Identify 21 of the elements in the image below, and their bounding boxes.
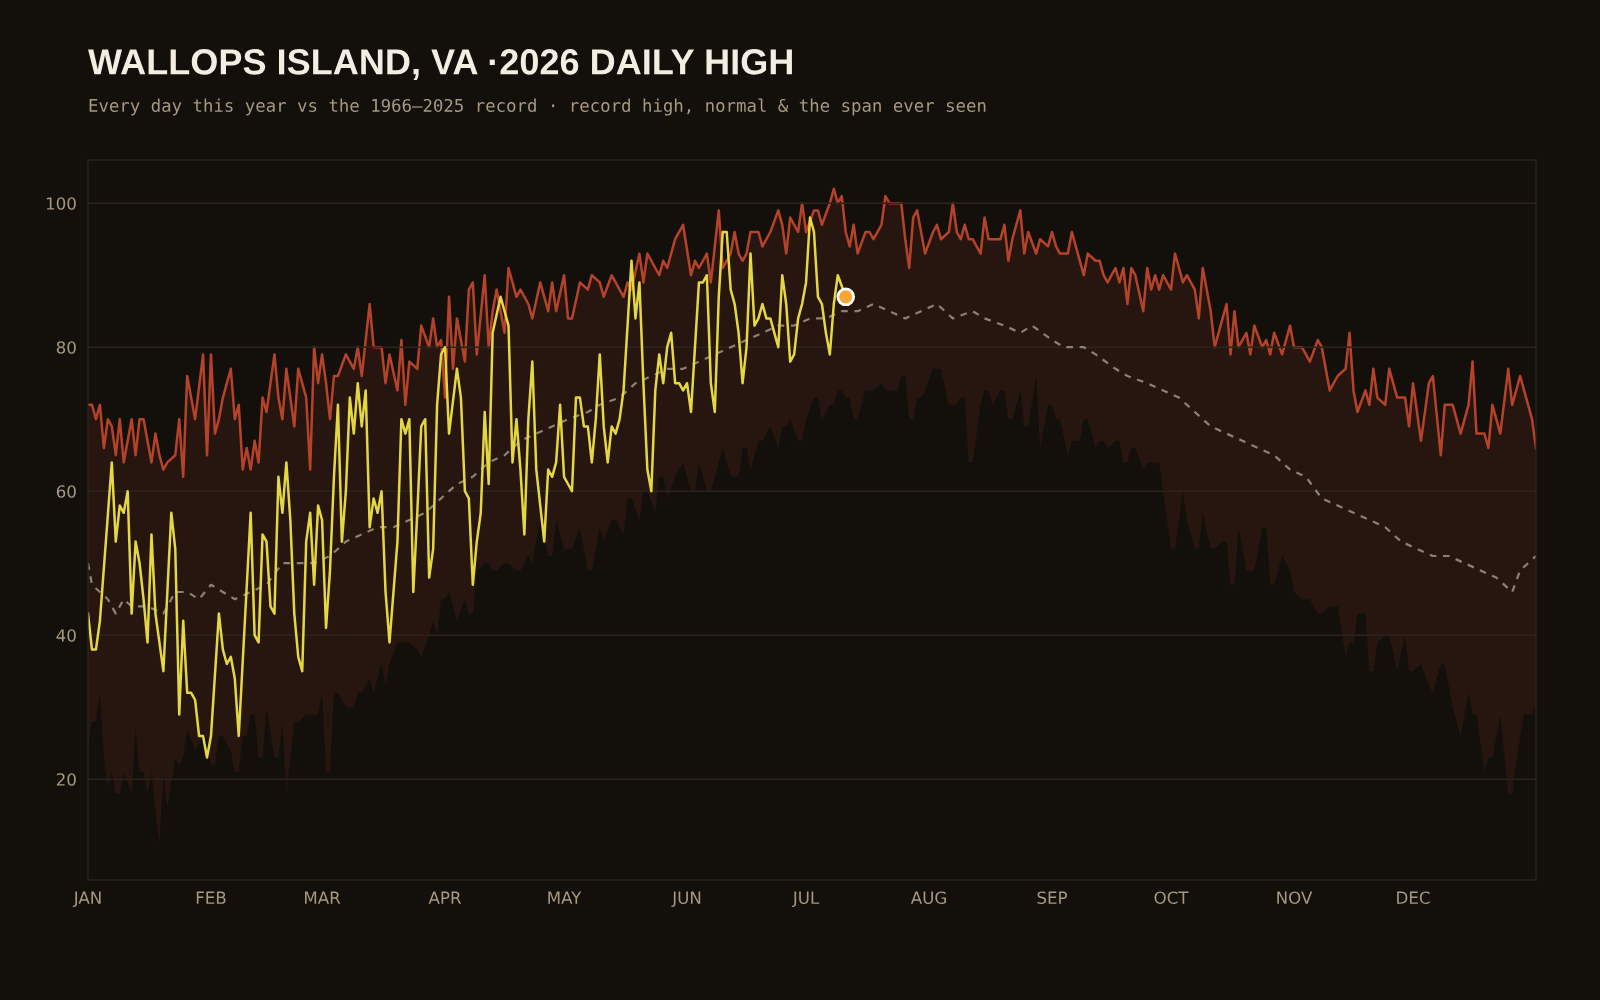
y-tick-label: 20 [56, 773, 76, 786]
x-tick-label: DEC [1397, 891, 1430, 905]
x-tick-label: APR [428, 891, 462, 904]
y-tick-label: 40 [56, 629, 76, 642]
line-series [88, 302, 1536, 615]
x-tick-label: FEB [196, 891, 226, 904]
x-tick-label: MAY [548, 891, 582, 904]
x-tick-label: NOV [1277, 891, 1313, 905]
chart-subtitle: Every day this year vs the 1966–2025 record · record high, normal & the span ever seen [89, 98, 986, 116]
line-series [88, 187, 1536, 479]
x-tick-label: AUG [910, 891, 946, 905]
x-tick-label: SEP [1037, 891, 1068, 905]
x-tick-label: JUN [671, 891, 701, 908]
y-tick-label: 100 [46, 197, 76, 210]
y-tick-label: 80 [56, 341, 76, 354]
x-tick-label: JAN [72, 891, 101, 908]
x-tick-label: JUL [791, 891, 820, 908]
x-tick-label: OCT [1154, 891, 1189, 905]
y-tick-label: 60 [56, 485, 76, 498]
chart-title: WALLOPS ISLAND, VA ·2026 DAILY HIGH [88, 49, 792, 80]
x-tick-label: MAR [305, 891, 341, 904]
